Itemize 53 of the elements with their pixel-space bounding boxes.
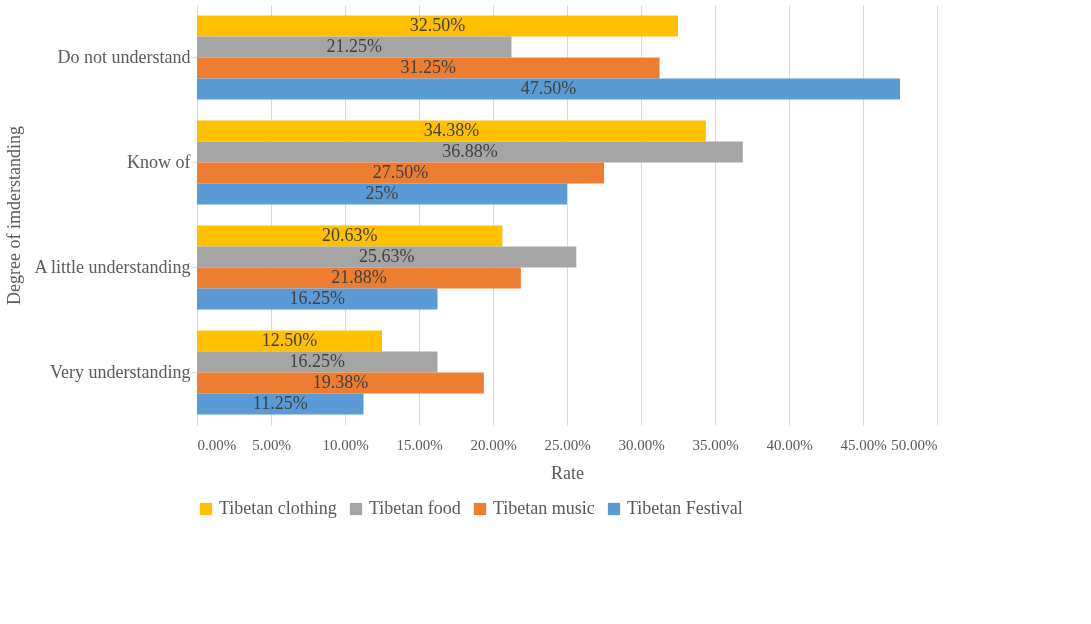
bar	[197, 246, 577, 268]
data-label: 25.63%	[358, 246, 415, 266]
bar	[197, 162, 604, 184]
bar	[197, 267, 521, 289]
legend-label: Tibetan Festival	[627, 498, 743, 518]
data-label: 27.50%	[372, 162, 429, 182]
legend-label: Tibetan food	[369, 498, 461, 518]
bar	[197, 330, 382, 352]
bar	[197, 393, 364, 415]
x-tick-label: 30.00%	[618, 436, 665, 453]
y-tick-label: Do not understand	[57, 46, 191, 67]
data-label: 31.25%	[400, 57, 456, 77]
bar	[197, 57, 660, 79]
bar	[197, 351, 438, 373]
bar	[197, 15, 678, 37]
x-tick-label: 35.00%	[692, 436, 739, 453]
x-tick-label: 0.00%	[197, 436, 237, 453]
x-tick-label: 15.00%	[396, 436, 443, 453]
data-label: 21.88%	[331, 267, 387, 287]
data-label: 16.25%	[289, 351, 345, 371]
y-tick-label: Know of	[127, 151, 191, 172]
x-tick-label: 45.00%	[840, 436, 887, 453]
data-label: 47.50%	[520, 78, 577, 98]
x-axis-title: Rate	[551, 462, 584, 483]
y-axis-title: Degree of imderstanding	[3, 126, 24, 305]
x-tick-label: 25.00%	[544, 436, 591, 453]
y-tick-label: A little understanding	[34, 256, 191, 277]
data-label: 36.88%	[442, 141, 498, 161]
data-label: 19.38%	[312, 372, 369, 392]
bar	[197, 78, 900, 100]
data-label: 11.25%	[252, 393, 308, 413]
legend-label: Tibetan music	[493, 498, 595, 518]
data-label: 21.25%	[326, 36, 382, 56]
data-label: 25%	[365, 183, 399, 203]
bar	[197, 36, 512, 58]
x-tick-label: 40.00%	[766, 436, 813, 453]
x-tick-label: 10.00%	[322, 436, 369, 453]
legend-label: Tibetan clothing	[219, 498, 337, 518]
bar	[197, 372, 484, 394]
bar	[197, 183, 567, 205]
data-label: 20.63%	[321, 225, 378, 245]
bar	[197, 225, 503, 247]
x-tick-label: 20.00%	[470, 436, 517, 453]
x-tick-label: 5.00%	[252, 436, 291, 453]
bar	[197, 120, 706, 142]
data-label: 34.38%	[423, 120, 480, 140]
data-label: 16.25%	[289, 288, 345, 308]
data-label: 12.50%	[261, 330, 318, 350]
bar	[197, 288, 438, 310]
data-label: 32.50%	[409, 15, 466, 35]
y-tick-label: Very understanding	[50, 361, 191, 382]
bar	[197, 141, 743, 163]
x-tick-label: 50.00%	[891, 436, 938, 453]
